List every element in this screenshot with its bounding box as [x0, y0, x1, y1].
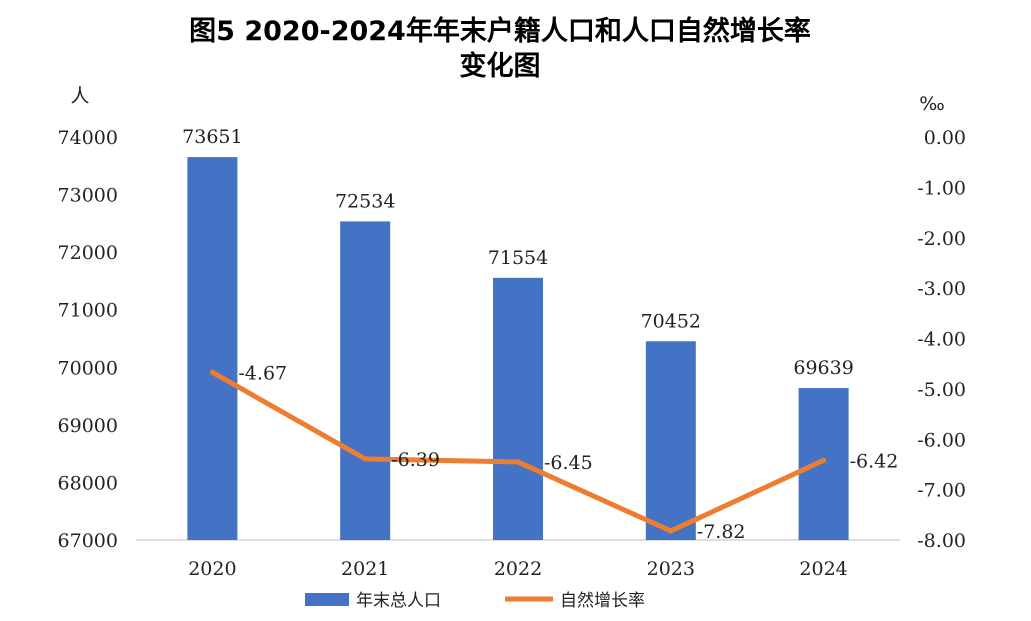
- line-data-label: -7.82: [697, 521, 746, 543]
- right-tick-label: -6.00: [917, 429, 966, 451]
- line-data-label: -6.39: [391, 449, 440, 471]
- left-tick-label: 67000: [58, 530, 118, 552]
- chart-title-line-2: 变化图: [460, 50, 541, 82]
- bar-data-label: 71554: [488, 247, 548, 269]
- right-tick-label: -1.00: [917, 177, 966, 199]
- bar-2021: [340, 221, 391, 540]
- line-data-label: -4.67: [238, 362, 287, 384]
- bar-data-label: 72534: [335, 190, 395, 212]
- line-point: [362, 456, 368, 462]
- legend-label-bar: 年末总人口: [356, 591, 441, 611]
- right-tick-label: -8.00: [917, 530, 966, 552]
- x-tick-label: 2021: [341, 558, 389, 580]
- legend-swatch-bar: [305, 593, 349, 606]
- right-tick-label: -4.00: [917, 329, 966, 351]
- left-axis: 74000 73000 72000 71000 70000 69000 68000 67000: [58, 127, 118, 552]
- bar-2024: [798, 388, 849, 540]
- left-tick-label: 73000: [58, 185, 118, 207]
- bar-2023: [645, 341, 696, 540]
- left-tick-label: 74000: [58, 127, 118, 149]
- bar-2022: [493, 277, 543, 540]
- line-point: [209, 369, 215, 375]
- chart-title-line-1: 图5 2020-2024年年末户籍人口和人口自然增长率: [189, 15, 811, 47]
- bar-data-label: 69639: [793, 357, 853, 379]
- left-tick-label: 72000: [58, 242, 118, 264]
- left-tick-label: 71000: [58, 300, 118, 322]
- x-tick-label: 2022: [494, 558, 542, 580]
- bar-data-label: 73651: [182, 126, 242, 148]
- left-tick-label: 69000: [58, 415, 118, 437]
- legend: 年末总人口 自然增长率: [305, 591, 645, 611]
- left-tick-label: 68000: [58, 472, 118, 494]
- left-tick-label: 70000: [58, 357, 118, 379]
- legend-label-line: 自然增长率: [560, 591, 645, 611]
- line-data-label: -6.42: [850, 450, 899, 472]
- right-axis-unit: ‰: [919, 93, 945, 115]
- line-point: [515, 459, 521, 465]
- x-axis: 2020 2021 2022 2023 2024: [188, 558, 848, 580]
- right-axis: 0.00 -1.00 -2.00 -3.00 -4.00 -5.00 -6.00 -7.00 -…: [917, 127, 966, 552]
- x-tick-label: 2024: [799, 558, 847, 580]
- x-tick-label: 2023: [647, 558, 695, 580]
- left-axis-unit: 人: [70, 85, 89, 107]
- right-tick-label: -5.00: [917, 379, 966, 401]
- right-tick-label: 0.00: [924, 127, 966, 149]
- bar-2020: [187, 157, 238, 541]
- right-tick-label: -2.00: [917, 228, 966, 250]
- line-series: -4.67 -6.39 -6.45 -7.82 -6.42: [209, 362, 899, 543]
- line-data-label: -6.45: [544, 452, 593, 474]
- right-tick-label: -3.00: [917, 278, 966, 300]
- line-point: [668, 528, 674, 534]
- bar-series: 73651 72534 71554 70452 69639: [182, 126, 854, 541]
- line-point: [821, 457, 827, 463]
- right-tick-label: -7.00: [917, 480, 966, 502]
- bar-data-label: 70452: [641, 310, 701, 332]
- x-tick-label: 2020: [188, 558, 236, 580]
